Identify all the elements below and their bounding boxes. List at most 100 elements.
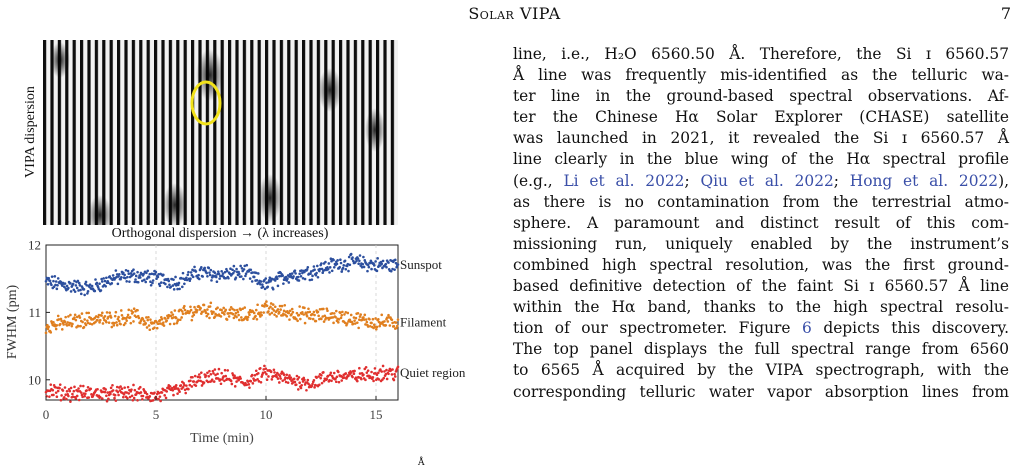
data-point [325, 377, 329, 381]
data-point [60, 319, 63, 323]
data-point [162, 324, 166, 327]
data-point [232, 376, 236, 380]
data-point [269, 305, 272, 309]
data-point [81, 395, 84, 399]
data-point [45, 325, 48, 329]
data-point [332, 258, 335, 262]
data-point [47, 325, 51, 329]
data-point [79, 288, 82, 292]
data-point [293, 269, 297, 272]
data-point [316, 275, 320, 279]
data-point [86, 290, 90, 293]
data-point [131, 310, 135, 314]
data-point [206, 371, 209, 375]
data-point [257, 380, 261, 383]
data-point [115, 273, 119, 276]
citation-qiu-2022[interactable]: Qiu et al. 2022 [700, 171, 834, 190]
scatter-points [44, 252, 400, 403]
data-point [239, 308, 242, 312]
data-point [259, 380, 263, 384]
data-point [390, 318, 394, 322]
data-point [305, 314, 309, 318]
data-point [217, 272, 221, 276]
data-point [105, 311, 109, 314]
data-point [172, 278, 175, 281]
data-point [263, 287, 267, 291]
data-point [369, 259, 373, 263]
data-point [206, 275, 209, 278]
citation-hong-2022[interactable]: Hong et al. 2022 [849, 171, 999, 190]
citation-li-2022[interactable]: Li et al. 2022 [563, 171, 685, 190]
data-point [315, 376, 318, 379]
data-point [159, 399, 162, 403]
data-point [299, 317, 302, 321]
data-point [59, 280, 63, 284]
data-point [181, 285, 184, 289]
data-point [55, 395, 59, 399]
data-point [393, 258, 397, 262]
data-point [67, 323, 71, 327]
data-point [73, 290, 77, 293]
data-point [82, 384, 85, 388]
figure-6-link[interactable]: 6 [802, 319, 812, 338]
data-point [321, 271, 325, 275]
data-point [71, 392, 74, 396]
data-point [396, 318, 400, 321]
data-point [216, 306, 219, 309]
data-point [230, 382, 234, 386]
data-point [370, 321, 373, 325]
data-point [100, 280, 104, 283]
data-point [55, 287, 59, 291]
data-point [236, 310, 240, 314]
data-point [56, 389, 60, 393]
data-point [264, 367, 268, 370]
data-point [172, 393, 175, 397]
data-point [62, 323, 65, 326]
data-point [88, 322, 92, 326]
data-point [103, 390, 107, 394]
data-point [52, 320, 55, 324]
data-point [114, 310, 118, 314]
data-point [166, 316, 170, 320]
data-point [288, 309, 292, 313]
data-point [249, 379, 253, 383]
data-point [315, 264, 319, 268]
data-point [263, 370, 267, 374]
data-point [85, 389, 88, 392]
data-point [220, 371, 223, 375]
data-point [134, 315, 138, 319]
data-point [100, 277, 103, 281]
data-point [66, 321, 69, 324]
data-point [171, 313, 175, 316]
data-point [82, 325, 86, 329]
data-point [174, 275, 177, 279]
data-point [107, 315, 110, 319]
data-point [125, 280, 129, 283]
data-point [120, 314, 124, 317]
data-point [312, 310, 316, 314]
data-point [265, 372, 268, 376]
data-point [269, 302, 273, 305]
data-point [322, 320, 326, 323]
data-point [83, 318, 86, 321]
data-point [191, 275, 195, 279]
data-point [71, 395, 75, 399]
data-point [124, 268, 128, 272]
data-point [136, 309, 139, 312]
data-point [103, 314, 107, 318]
data-point [213, 315, 217, 319]
data-point [255, 279, 259, 282]
data-point [208, 271, 211, 274]
data-point [145, 277, 149, 280]
body-line-3: ter line in the ground-based spectral ob… [513, 87, 1009, 106]
data-point [328, 373, 332, 377]
data-point [119, 385, 122, 388]
data-point [271, 303, 275, 306]
data-point [188, 383, 192, 387]
data-point [148, 272, 152, 276]
data-point [126, 385, 130, 389]
data-point [145, 392, 149, 396]
data-point [303, 277, 307, 281]
data-point [256, 272, 260, 275]
data-point [207, 266, 211, 270]
